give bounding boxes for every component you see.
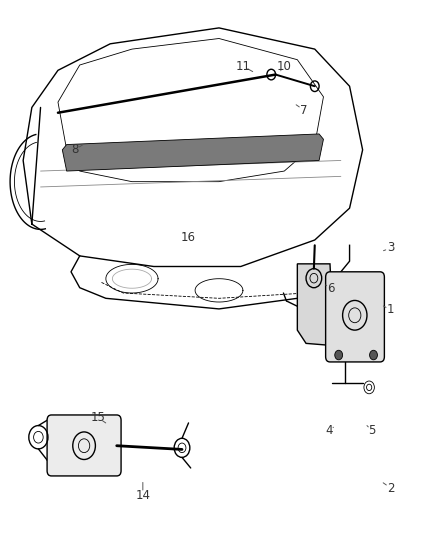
Circle shape xyxy=(335,350,343,360)
Text: 6: 6 xyxy=(328,282,335,295)
Text: 10: 10 xyxy=(277,60,292,72)
Text: 3: 3 xyxy=(387,241,395,254)
Text: 11: 11 xyxy=(236,60,251,72)
FancyBboxPatch shape xyxy=(325,272,385,362)
Circle shape xyxy=(370,350,378,360)
Polygon shape xyxy=(62,134,323,171)
Text: 14: 14 xyxy=(135,489,150,502)
Text: 8: 8 xyxy=(71,143,78,156)
Text: 5: 5 xyxy=(368,424,376,438)
Polygon shape xyxy=(297,264,332,345)
Text: 16: 16 xyxy=(181,231,196,244)
Text: 15: 15 xyxy=(91,411,106,424)
Text: 4: 4 xyxy=(325,424,332,438)
Text: 7: 7 xyxy=(300,103,307,117)
Text: 1: 1 xyxy=(387,303,395,317)
FancyBboxPatch shape xyxy=(47,415,121,476)
Text: 2: 2 xyxy=(387,482,395,495)
